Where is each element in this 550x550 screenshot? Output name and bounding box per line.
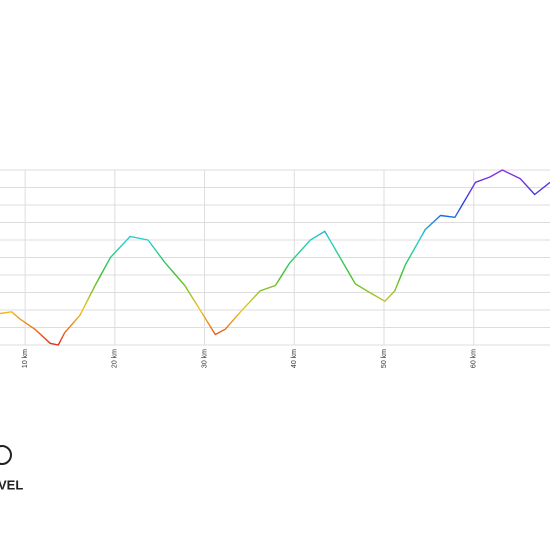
x-tick-label: 50 km xyxy=(381,349,388,368)
x-tick-label: 10 km xyxy=(22,349,29,368)
x-tick-label: 30 km xyxy=(201,349,208,368)
x-tick-label: 40 km xyxy=(291,349,298,368)
logo-icon xyxy=(0,445,12,465)
logo-text: VEL xyxy=(0,477,23,492)
elevation-line xyxy=(0,169,550,346)
x-tick-label: 60 km xyxy=(471,349,478,368)
x-tick-label: 20 km xyxy=(112,349,119,368)
